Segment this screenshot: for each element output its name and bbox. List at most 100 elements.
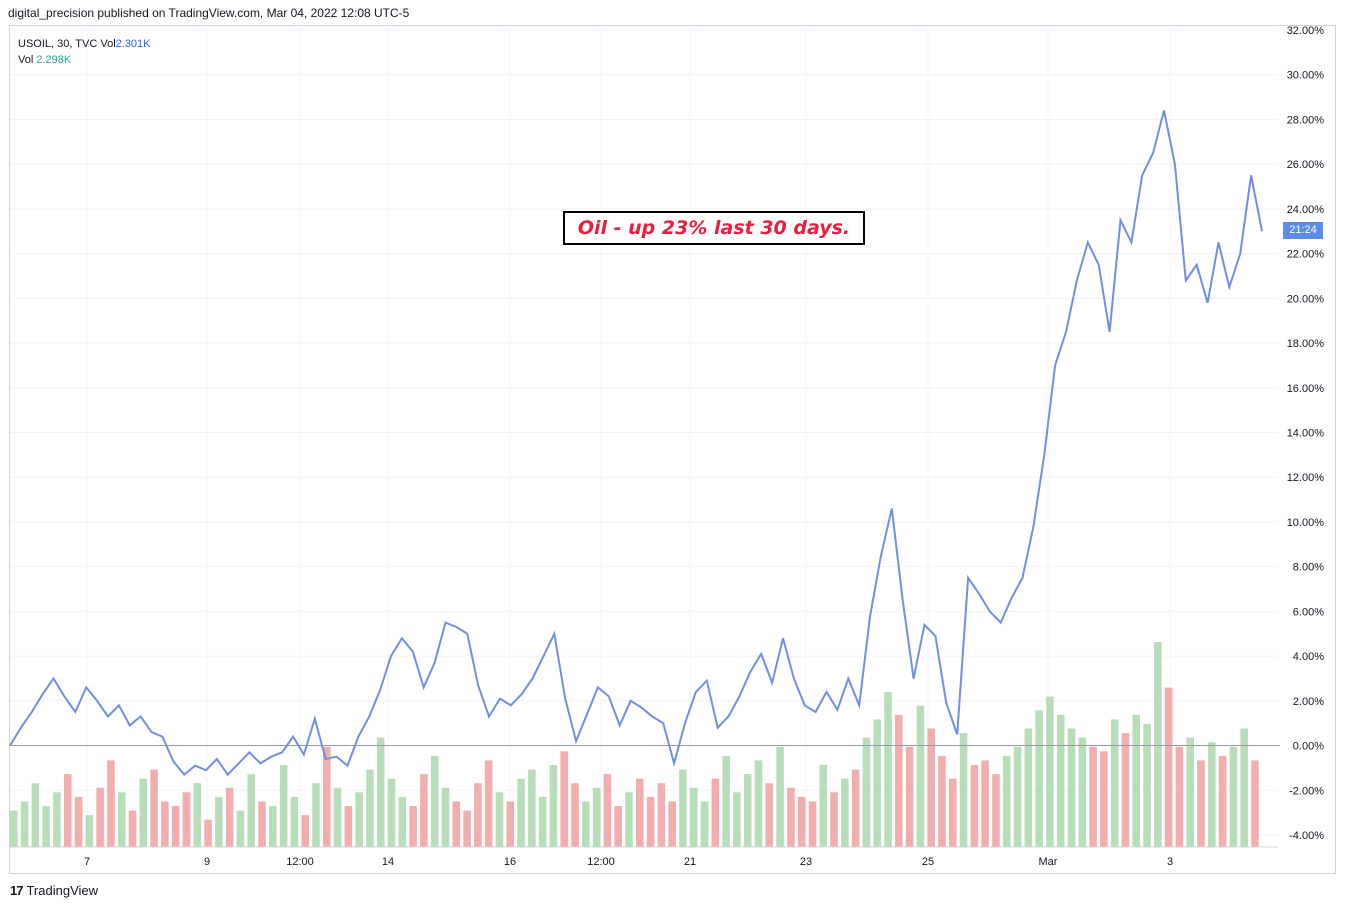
legend-row-main: USOIL, 30, TVC Vol2.301K bbox=[18, 36, 151, 52]
volume-bar bbox=[916, 705, 925, 847]
y-tick-label: 20.00% bbox=[1287, 293, 1325, 305]
volume-bar bbox=[700, 801, 709, 847]
y-tick-label: 30.00% bbox=[1287, 70, 1325, 82]
volume-bar bbox=[679, 769, 687, 847]
volume-bar bbox=[938, 755, 946, 847]
x-tick-label: 16 bbox=[504, 856, 516, 868]
volume-bar bbox=[851, 769, 860, 847]
annotation-box: Oil - up 23% last 30 days. bbox=[563, 211, 865, 245]
volume-bar bbox=[420, 774, 428, 847]
x-tick-label: 21 bbox=[684, 856, 696, 868]
volume-bar bbox=[387, 778, 396, 847]
publish-info: digital_precision published on TradingVi… bbox=[8, 6, 410, 20]
x-axis: 7 9 12:00 14 16 12:00 21 23 25 Mar 3 bbox=[10, 846, 1278, 868]
price-line bbox=[9, 110, 1263, 777]
volume-bar bbox=[819, 765, 828, 847]
y-tick-label: 22.00% bbox=[1287, 249, 1325, 261]
volume-bar bbox=[269, 806, 277, 847]
volume-bar bbox=[1251, 760, 1259, 847]
x-tick-label: 12:00 bbox=[587, 856, 615, 868]
volume-bar bbox=[1035, 710, 1043, 847]
volume-bar bbox=[959, 733, 968, 847]
volume-bar bbox=[743, 774, 752, 847]
y-axis: 32.00% 30.00% 28.00% 26.00% 24.00% 22.00% 20.0… bbox=[1287, 25, 1325, 842]
x-tick-label: 9 bbox=[204, 856, 210, 868]
volume-bar bbox=[452, 801, 461, 847]
vol2-label: Vol bbox=[18, 54, 34, 66]
x-tick-label: 3 bbox=[1167, 856, 1173, 868]
symbol-label: USOIL, 30, TVC bbox=[18, 38, 98, 50]
volume-bar bbox=[1218, 755, 1227, 847]
volume-bar bbox=[1240, 728, 1248, 847]
tradingview-logo-icon: 17 bbox=[10, 883, 24, 898]
volume-bar bbox=[474, 783, 482, 847]
footer[interactable]: 17 TradingView bbox=[10, 883, 98, 898]
volume-bar bbox=[333, 787, 342, 847]
x-tick-label: Mar bbox=[1039, 856, 1058, 868]
volume-bar bbox=[409, 806, 417, 847]
volume-bar bbox=[927, 728, 935, 847]
volume-bar bbox=[981, 760, 989, 847]
brand-name: TradingView bbox=[26, 883, 99, 898]
chart-frame bbox=[9, 25, 1336, 874]
volume-bar bbox=[20, 801, 29, 847]
y-tick-label: 26.00% bbox=[1287, 159, 1325, 171]
volume-bar bbox=[182, 792, 191, 847]
volume-bar bbox=[193, 783, 202, 847]
volume-bar bbox=[31, 783, 40, 847]
volume-bar bbox=[323, 746, 331, 847]
volume-bar bbox=[722, 755, 730, 847]
volume-bar bbox=[107, 760, 115, 847]
volume-bar bbox=[1002, 755, 1011, 847]
volume-bar bbox=[646, 796, 655, 847]
volume-bar bbox=[614, 806, 622, 847]
x-tick-label: 7 bbox=[84, 856, 90, 868]
y-tick-label: 24.00% bbox=[1287, 204, 1325, 216]
volume-bar bbox=[1024, 728, 1033, 847]
volume-bar bbox=[765, 783, 774, 847]
volume-bar bbox=[905, 746, 914, 847]
y-tick-label: 6.00% bbox=[1293, 606, 1324, 618]
volume-bar bbox=[355, 792, 363, 847]
vol-label: Vol bbox=[100, 38, 116, 50]
volume-bar bbox=[560, 751, 569, 847]
volume-bar bbox=[150, 769, 158, 847]
volume-bar bbox=[225, 787, 234, 847]
volume-bar bbox=[1089, 746, 1097, 847]
volume-bar bbox=[398, 796, 407, 847]
current-price-tag: 21:24 bbox=[1283, 222, 1323, 239]
volume-bar bbox=[1208, 742, 1216, 847]
volume-bar bbox=[161, 801, 169, 847]
volume-bar bbox=[366, 769, 374, 847]
y-tick-label: 18.00% bbox=[1287, 338, 1325, 350]
volume-bar bbox=[895, 714, 903, 847]
y-tick-label: 32.00% bbox=[1287, 25, 1325, 37]
y-tick-label: 14.00% bbox=[1287, 428, 1325, 440]
volume-bar bbox=[1197, 760, 1205, 847]
volume-bar bbox=[873, 719, 882, 847]
volume-bar bbox=[128, 810, 137, 847]
volume-bar bbox=[42, 806, 50, 847]
volume-bar bbox=[258, 801, 266, 847]
volume-bar bbox=[549, 765, 558, 847]
volume-bar bbox=[689, 787, 698, 847]
volume-bar bbox=[787, 787, 795, 847]
volume-bar bbox=[733, 792, 741, 847]
volume-bar bbox=[625, 792, 633, 847]
volume-bar bbox=[171, 806, 180, 847]
volume-bar bbox=[344, 806, 353, 847]
volume-bar bbox=[528, 769, 536, 847]
volume-bar bbox=[1186, 737, 1195, 847]
volume-bar bbox=[1100, 751, 1108, 847]
volume-bar bbox=[63, 774, 72, 847]
volume-bar bbox=[1078, 737, 1087, 847]
volume-bar bbox=[970, 765, 979, 847]
y-tick-label: 28.00% bbox=[1287, 114, 1325, 126]
volume-bar bbox=[538, 796, 547, 847]
y-tick-label: 0.00% bbox=[1293, 741, 1324, 753]
volume-bar bbox=[10, 810, 18, 847]
x-tick-label: 25 bbox=[922, 856, 934, 868]
volume-bar bbox=[430, 755, 439, 847]
volume-bar bbox=[1056, 714, 1065, 847]
